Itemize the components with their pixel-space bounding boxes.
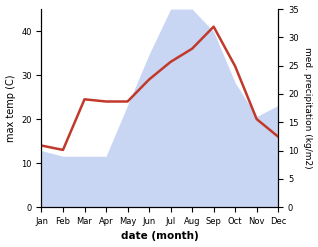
- X-axis label: date (month): date (month): [121, 231, 199, 242]
- Y-axis label: med. precipitation (kg/m2): med. precipitation (kg/m2): [303, 47, 313, 169]
- Y-axis label: max temp (C): max temp (C): [5, 74, 16, 142]
